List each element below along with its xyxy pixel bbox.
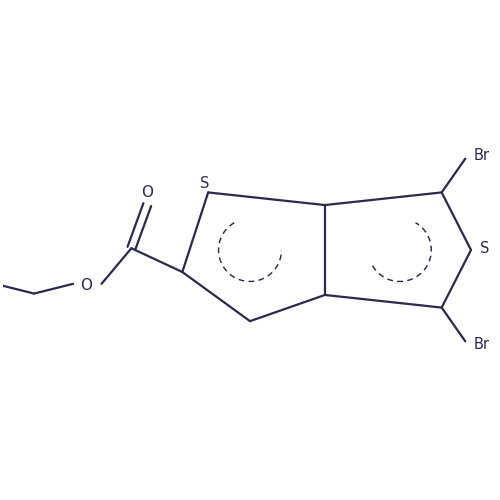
Text: Br: Br — [474, 148, 490, 163]
Text: O: O — [80, 278, 92, 293]
Text: Br: Br — [474, 337, 490, 352]
Text: S: S — [480, 241, 489, 256]
Text: O: O — [142, 185, 154, 200]
Text: S: S — [200, 176, 209, 191]
